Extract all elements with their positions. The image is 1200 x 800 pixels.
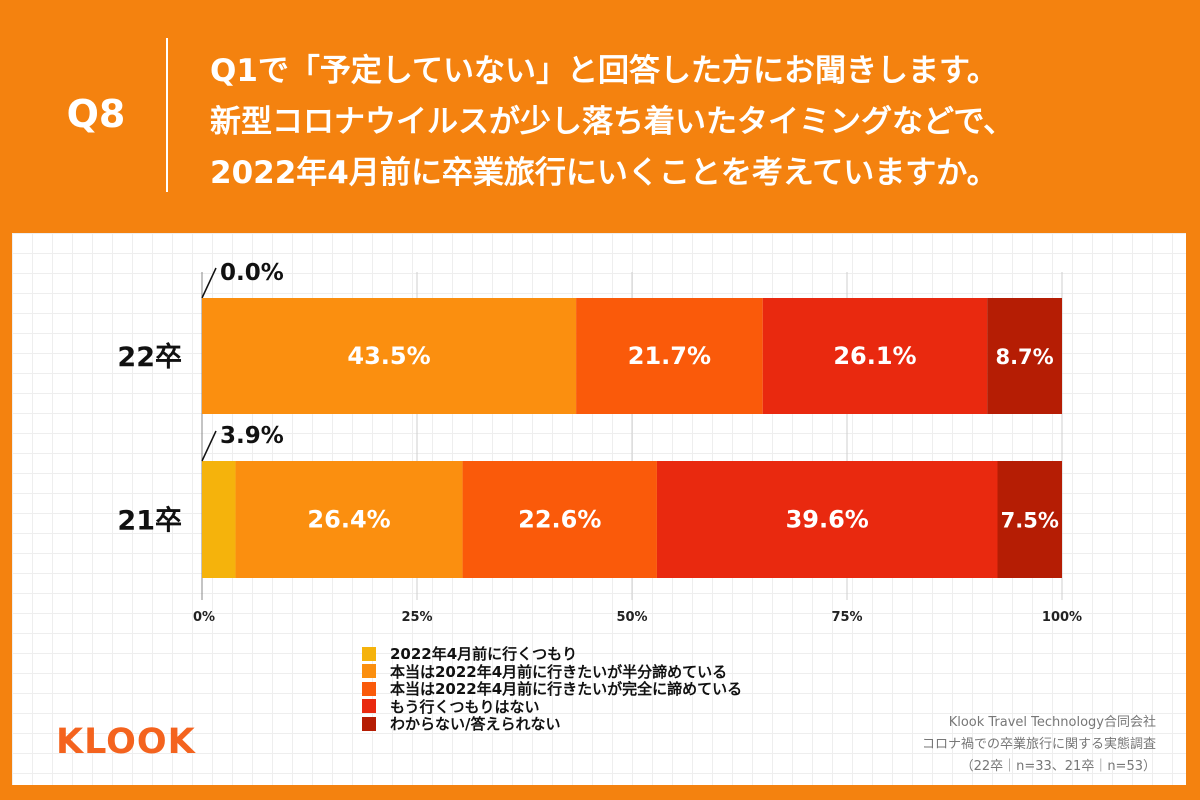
credit-sample-size: （22卒｜n=33、21卒｜n=53） [960,759,1156,774]
legend-swatch-unknown [362,716,376,731]
data-label-1-4: 7.5% [1001,509,1059,533]
bar-segment-0-1 [202,298,577,414]
data-label-1-0: 3.9% [220,423,284,449]
legend-label-fully-given-up: 本当は2022年4月前に行きたいが完全に諦めている [390,680,743,699]
data-label-0-0: 0.0% [220,260,284,286]
data-label-0-1: 43.5% [347,342,430,370]
x-tick-label-1: 25% [401,610,432,625]
callout-line-0 [201,267,217,299]
legend-item-half-given-up: 本当は2022年4月前に行きたいが半分諦めている [362,663,742,681]
klook-logo: KLOOK [56,722,196,762]
data-label-1-3: 39.6% [786,506,869,534]
bar-segment-0-3 [762,298,988,414]
category-label-1: 21卒 [117,505,182,537]
legend-swatch-half-given-up [362,664,376,679]
legend-item-fully-given-up: 本当は2022年4月前に行きたいが完全に諦めている [362,680,742,698]
data-label-1-2: 22.6% [518,506,601,534]
data-label-0-3: 26.1% [833,342,916,370]
legend-label-no-longer-going: もう行くつもりはない [390,697,540,716]
legend-swatch-no-longer-going [362,699,376,714]
question-text: Q1で「予定していない」と回答した方にお聞きします。 新型コロナウイルスが少し落… [210,46,1170,199]
legend-label-half-given-up: 本当は2022年4月前に行きたいが半分諦めている [390,662,728,681]
legend-label-unknown: わからない/答えられない [390,715,561,734]
bar-segment-0-2 [576,298,763,414]
bar-segment-0-4 [987,298,1062,414]
question-line-2: 新型コロナウイルスが少し落ち着いたタイミングなどで、 [210,104,1015,140]
x-tick-label-3: 75% [831,610,862,625]
legend-swatch-fully-given-up [362,681,376,696]
bar-segment-1-2 [462,461,657,578]
credit-company: Klook Travel Technology合同会社 [948,715,1156,730]
legend-item-no-longer-going: もう行くつもりはない [362,698,742,716]
data-label-0-2: 21.7% [628,342,711,370]
legend-item-unknown: わからない/答えられない [362,715,742,733]
x-tick-label-2: 50% [616,610,647,625]
question-line-3: 2022年4月前に卒業旅行にいくことを考えていますか。 [210,155,998,191]
bar-segment-1-0 [202,461,236,578]
header-divider [166,38,168,192]
chart-legend: 2022年4月前に行くつもり 本当は2022年4月前に行きたいが半分諦めている … [362,645,742,733]
survey-credit: Klook Travel Technology合同会社 コロナ禍での卒業旅行に関… [922,712,1156,778]
credit-survey-title: コロナ禍での卒業旅行に関する実態調査 [921,737,1156,752]
callout-line-1 [201,430,217,462]
category-label-0: 22卒 [117,341,182,373]
legend-swatch-go [362,646,376,661]
legend-item-go: 2022年4月前に行くつもり [362,645,742,663]
bar-segment-1-4 [997,461,1062,578]
x-tick-label-0: 0% [193,610,215,625]
data-label-1-1: 26.4% [307,506,390,534]
bar-segment-1-3 [656,461,998,578]
question-line-1: Q1で「予定していない」と回答した方にお聞きします。 [210,53,998,89]
x-tick-label-4: 100% [1042,610,1082,625]
bar-segment-1-1 [235,461,463,578]
question-number-badge: Q8 [66,92,126,136]
data-label-0-4: 8.7% [995,345,1053,369]
legend-label-go: 2022年4月前に行くつもり [390,645,578,664]
